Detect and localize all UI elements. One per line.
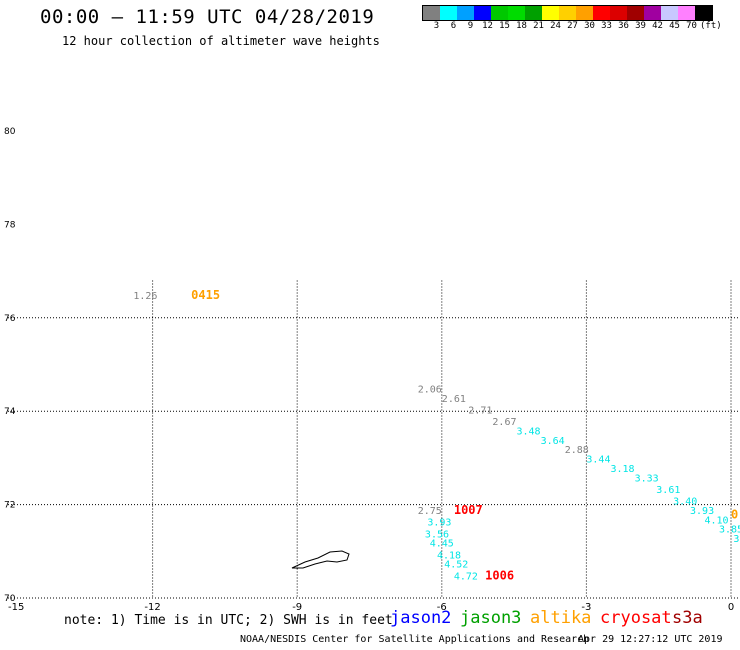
legend-swatch <box>559 6 576 20</box>
wave-height-label: 3.64 <box>541 436 565 447</box>
map-subtitle: 12 hour collection of altimeter wave hei… <box>62 34 380 48</box>
legend-swatch <box>576 6 593 20</box>
wave-height-label: 4.10 <box>704 515 728 526</box>
legend-swatch <box>423 6 440 20</box>
longitude-label: -9 <box>292 602 302 613</box>
wave-height-label: 3.18 <box>611 464 635 475</box>
satellite-cryosat: cryosat <box>600 608 672 628</box>
legend-label: 3 <box>433 21 440 31</box>
legend-swatch <box>593 6 610 20</box>
wave-height-label: 4.18 <box>437 550 461 561</box>
latitude-label: 76 <box>4 314 16 324</box>
wave-height-label: 3.48 <box>517 427 541 438</box>
wave-height-label: 3.85 <box>719 525 740 536</box>
satellite-altika: altika <box>530 608 592 628</box>
legend-label: 12 <box>482 21 493 31</box>
wave-height-label: 3.40 <box>673 497 697 508</box>
legend-swatch <box>525 6 542 20</box>
legend-swatch <box>678 6 695 20</box>
map-title: 00:00 – 11:59 UTC 04/28/2019 <box>40 6 375 28</box>
legend-label: 27 <box>567 21 578 31</box>
legend-label: 45 <box>669 21 680 31</box>
latitude-label: 74 <box>4 407 16 417</box>
legend-swatch <box>661 6 678 20</box>
wave-height-label: 2.61 <box>442 394 466 405</box>
wave-height-label: 2.75 <box>418 506 442 517</box>
island-outline <box>291 550 350 569</box>
legend-label: 70 <box>686 21 697 31</box>
latitude-label: 78 <box>4 220 16 230</box>
wave-height-label: 3.33 <box>635 473 659 484</box>
observation-time-label: 0 <box>731 508 738 522</box>
legend-swatch <box>474 6 491 20</box>
legend-label: 24 <box>550 21 561 31</box>
wave-height-label: 2.88 <box>565 445 589 456</box>
footer-timestamp: Apr 29 12:27:12 UTC 2019 <box>578 634 723 645</box>
wave-height-label: 2.71 <box>468 406 492 417</box>
footer-credit: NOAA/NESDIS Center for Satellite Applica… <box>240 634 590 645</box>
satellite-jason3: jason3 <box>460 608 522 628</box>
legend-label: 9 <box>467 21 474 31</box>
legend-swatch <box>610 6 627 20</box>
longitude-label: -3 <box>581 602 591 613</box>
longitude-label: 0 <box>728 602 734 613</box>
legend-swatch <box>627 6 644 20</box>
legend-swatch <box>457 6 474 20</box>
legend-label: 42 <box>652 21 663 31</box>
longitude-label: -15 <box>8 602 24 613</box>
wave-height-label: 4.52 <box>444 560 468 571</box>
wave-height-label: 3.56 <box>425 529 449 540</box>
legend-label: (ft) <box>700 21 722 31</box>
wave-height-label: 3.93 <box>690 506 714 517</box>
wave-height-label: 2.06 <box>418 385 442 396</box>
longitude-label: -12 <box>144 602 160 613</box>
legend-label: 18 <box>516 21 527 31</box>
legend-label: 6 <box>450 21 457 31</box>
observation-time-label: 0415 <box>191 288 220 302</box>
observation-time-label: 1007 <box>454 503 483 517</box>
color-scale-legend <box>422 5 713 21</box>
legend-label: 15 <box>499 21 510 31</box>
satellite-s3a: s3a <box>672 608 703 628</box>
latitude-label: 70 <box>4 594 16 604</box>
wave-height-label: 2.67 <box>492 417 516 428</box>
observation-time-label: 1006 <box>485 568 514 582</box>
wave-height-label: 1.26 <box>133 291 157 302</box>
wave-height-label: 3.93 <box>427 518 451 529</box>
legend-label: 30 <box>584 21 595 31</box>
longitude-label: -6 <box>437 602 447 613</box>
legend-swatch <box>695 6 712 20</box>
legend-swatch <box>508 6 525 20</box>
legend-swatch <box>644 6 661 20</box>
wave-height-label: 3.61 <box>656 485 680 496</box>
satellite-jason2: jason2 <box>390 608 452 628</box>
latitude-label: 72 <box>4 501 15 511</box>
legend-label: 36 <box>618 21 629 31</box>
wave-height-label: 3.44 <box>586 455 610 466</box>
wave-height-label: 4.72 <box>454 571 478 582</box>
legend-label: 39 <box>635 21 646 31</box>
legend-swatch <box>491 6 508 20</box>
wave-height-label: 4.45 <box>430 539 454 550</box>
legend-label: 33 <box>601 21 612 31</box>
legend-swatch <box>440 6 457 20</box>
legend-label: 21 <box>533 21 544 31</box>
legend-swatch <box>542 6 559 20</box>
wave-height-label: 3 <box>733 534 739 545</box>
note-text: note: 1) Time is in UTC; 2) SWH is in fe… <box>64 613 393 628</box>
latitude-label: 80 <box>4 127 16 137</box>
